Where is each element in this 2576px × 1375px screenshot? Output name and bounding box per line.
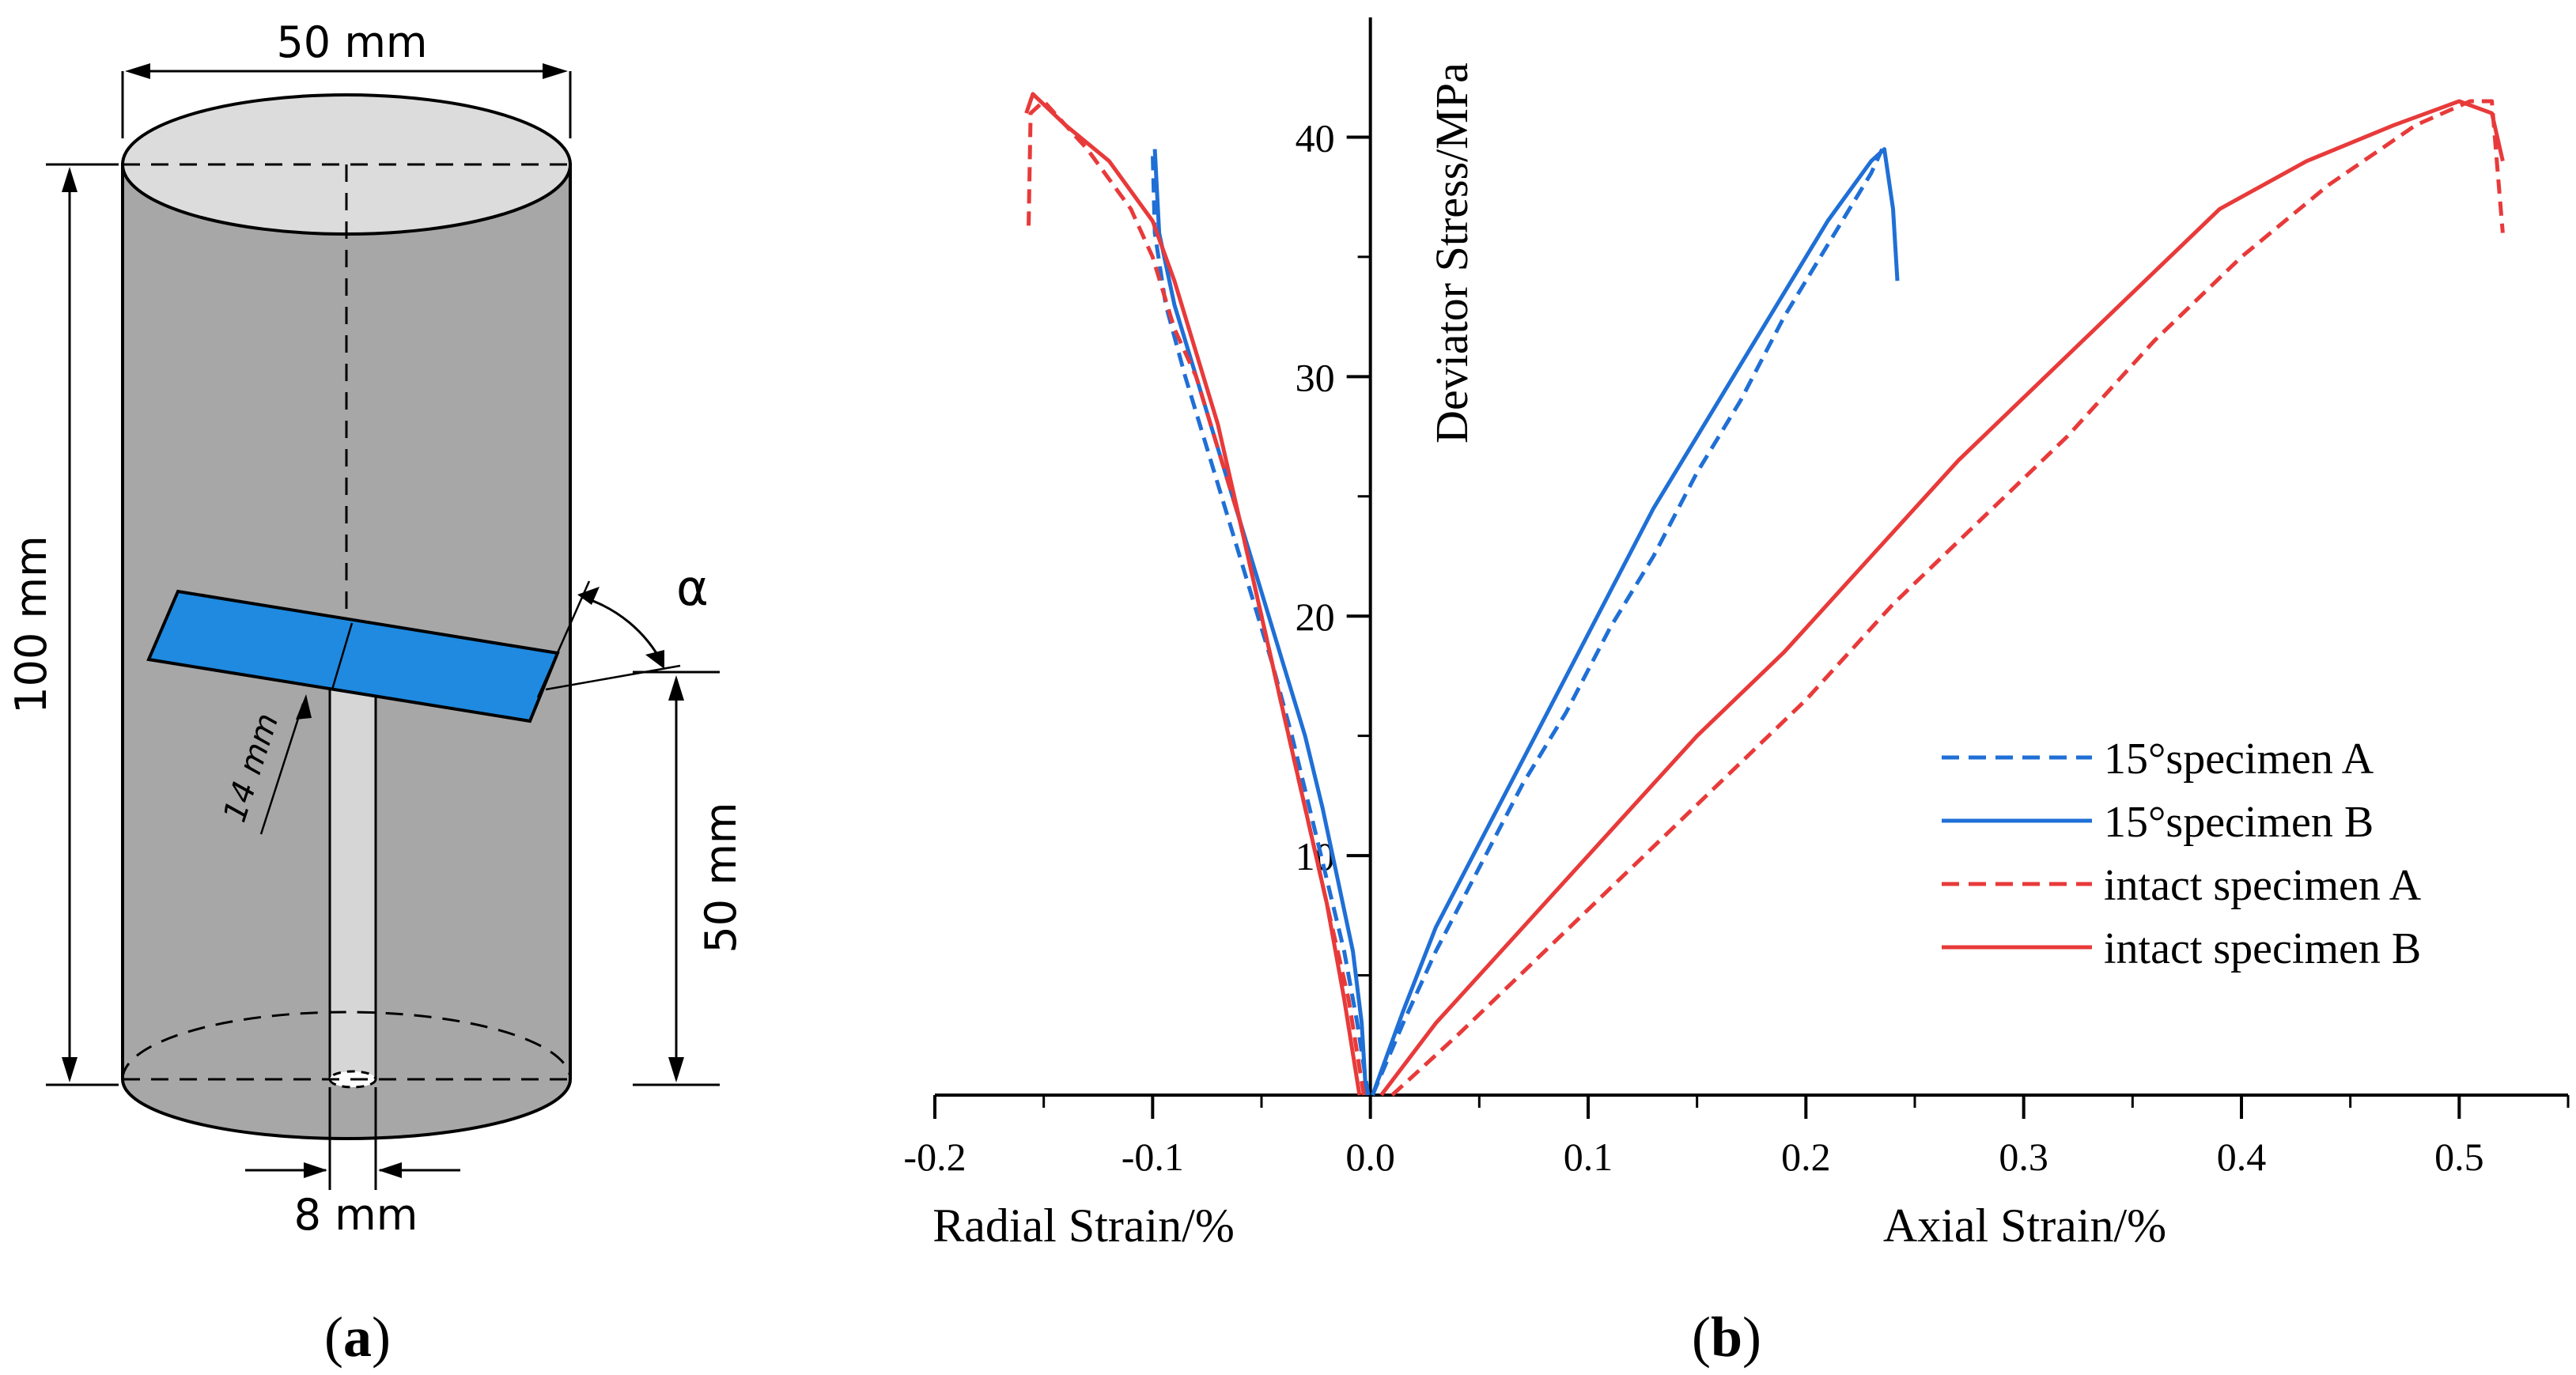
- x-tick-label: 0.3: [1999, 1135, 2048, 1179]
- legend-label: 15°specimen B: [2104, 798, 2374, 847]
- y-tick-label: 30: [1296, 355, 1335, 399]
- chart-axes: [935, 17, 2568, 1097]
- chart-legend: 15°specimen A 15°specimen B intact specime…: [1942, 735, 2422, 973]
- series-1-radial-line: [1152, 149, 1368, 1096]
- legend-label: intact specimen A: [2104, 861, 2422, 910]
- diameter-label: 50 mm: [276, 17, 427, 67]
- flaw-slot: [146, 589, 560, 723]
- x-tick-label: 0.4: [2217, 1135, 2267, 1179]
- series-1-axial-line: [1371, 147, 1900, 1096]
- y-axis-title: Deviator Stress/MPa: [1426, 62, 1477, 444]
- lower-height-label: 50 mm: [696, 802, 746, 953]
- angle-label: α: [676, 559, 709, 617]
- y-tick-label: 40: [1296, 115, 1335, 160]
- series-0-axial-line: [1371, 148, 1884, 1096]
- series-3-radial-line: [1024, 92, 1362, 1096]
- x-tick-label: 0.5: [2434, 1135, 2484, 1179]
- x-tick-label: -0.1: [1122, 1135, 1184, 1179]
- x-tick-label: 0.1: [1564, 1135, 1613, 1179]
- panel-a-label: (a): [324, 1305, 391, 1369]
- central-hole: [330, 688, 376, 1079]
- legend-label: 15°specimen A: [2104, 735, 2374, 784]
- height-label: 100 mm: [6, 535, 56, 713]
- series-3-axial-line: [1379, 99, 2505, 1097]
- series-2-axial-line: [1390, 99, 2505, 1097]
- x-axis-title-axial: Axial Strain/%: [1883, 1199, 2166, 1252]
- y-tick-label: 20: [1296, 595, 1335, 639]
- legend-label: intact specimen B: [2104, 924, 2421, 973]
- panel-b-label: (b): [1692, 1305, 1761, 1369]
- x-axis-title-radial: Radial Strain/%: [932, 1199, 1235, 1252]
- chart-series: [1024, 92, 2505, 1097]
- hole-diameter-label: 8 mm: [294, 1190, 418, 1240]
- x-tick-label: 0.0: [1345, 1135, 1395, 1179]
- specimen-diagram: 50 mm 100 mm 50 mm α 14 mm 8 mm: [6, 17, 746, 1369]
- x-tick-label: -0.2: [903, 1135, 966, 1179]
- x-tick-label: 0.2: [1781, 1135, 1831, 1179]
